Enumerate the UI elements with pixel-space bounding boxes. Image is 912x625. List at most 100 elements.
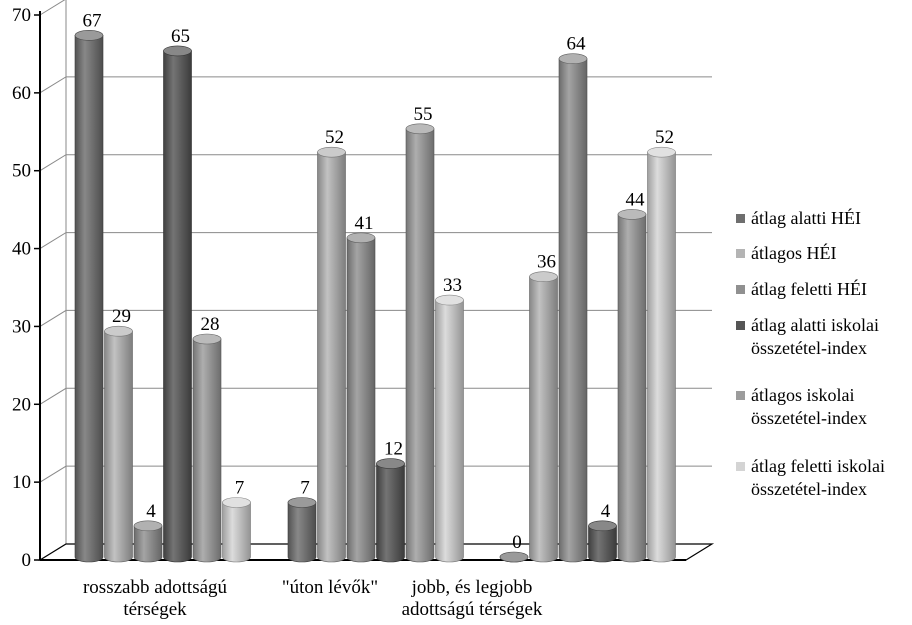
data-label: 36 (537, 252, 556, 273)
bar (435, 294, 464, 563)
y-tick-label: 50 (12, 161, 31, 182)
bar-body (192, 338, 222, 563)
gridline (39, 465, 712, 483)
category-label: "úton lévők" (282, 577, 378, 598)
bar (617, 209, 647, 563)
data-label: 33 (443, 275, 462, 296)
bar-body (133, 525, 163, 563)
bar (133, 520, 163, 563)
legend-swatch (736, 391, 745, 400)
data-label: 64 (567, 34, 587, 55)
y-tick-label: 60 (12, 83, 31, 104)
bar-body (435, 299, 464, 563)
data-label: 28 (201, 314, 220, 335)
legend-label: átlagos HÉI (751, 242, 836, 263)
bar-top (588, 520, 617, 532)
legend-item: átlag alatti HÉI (736, 207, 861, 228)
bar (74, 30, 104, 563)
bar (192, 333, 222, 563)
bar-body (376, 463, 405, 563)
gridline (39, 154, 712, 172)
bar-top (104, 325, 133, 337)
bar-body (647, 151, 676, 563)
legend-swatch (736, 214, 745, 223)
bar-top (222, 497, 251, 508)
y-tick-label: 20 (12, 394, 31, 415)
y-tick-label: 40 (12, 239, 31, 260)
data-label: 4 (146, 501, 156, 522)
data-label: 0 (512, 532, 522, 553)
gridline (39, 0, 66, 16)
bar-top (529, 271, 558, 283)
data-label: 52 (325, 127, 344, 148)
bar-body (222, 502, 251, 563)
bar (104, 325, 133, 563)
y-tick-label: 10 (12, 472, 31, 493)
legend-label: átlag alatti HÉI (751, 207, 861, 228)
legend: átlag alatti HÉI átlagos HÉI átlag feletti… (736, 207, 885, 499)
bar-top (192, 333, 222, 345)
bar-top (287, 497, 317, 508)
bar (647, 146, 676, 563)
data-label: 44 (626, 189, 646, 210)
bar-top (376, 458, 405, 469)
data-label: 7 (300, 478, 310, 499)
category-label: jobb, és legjobb adottságú térségek (402, 577, 543, 620)
category-label: rosszabb adottságú térségek (83, 577, 228, 620)
legend-item: átlag feletti HÉI (736, 278, 867, 299)
legend-item: átlag alatti iskolai összetétel-index (736, 315, 879, 358)
gridlines (39, 0, 712, 561)
x-axis-categories: rosszabb adottságú térségek "úton lévők" jo… (83, 577, 543, 620)
bar-body (317, 151, 346, 563)
data-label: 29 (112, 306, 131, 327)
legend-swatch (736, 249, 745, 258)
legend-item: átlagos iskolai összetétel-index (736, 385, 867, 428)
y-tick-label: 0 (22, 550, 32, 571)
legend-label: átlag feletti iskolai összetétel-index (751, 456, 885, 499)
bar-body (588, 525, 617, 563)
y-tick-label: 70 (12, 5, 31, 26)
bar (346, 232, 376, 563)
data-label: 7 (235, 478, 245, 499)
bar-top (405, 123, 435, 135)
gridline (39, 232, 712, 249)
bar (529, 271, 558, 563)
bars (74, 30, 676, 563)
bar-body (529, 276, 558, 563)
data-label: 4 (601, 501, 611, 522)
bar (317, 146, 346, 563)
bar (287, 497, 317, 563)
bar (222, 497, 251, 563)
bar-body (405, 128, 435, 563)
bar-body (104, 330, 133, 563)
legend-swatch (736, 285, 745, 294)
bar-top (558, 53, 588, 65)
bar (558, 53, 588, 563)
legend-label: átlag feletti HÉI (751, 278, 867, 299)
gridline (39, 387, 712, 405)
bar (163, 45, 192, 563)
gridline (39, 76, 712, 94)
y-tick-label: 30 (12, 316, 31, 337)
data-label: 12 (384, 439, 403, 460)
bar-top (647, 146, 676, 158)
bar-body (617, 214, 647, 563)
data-label: 41 (355, 213, 374, 234)
bar (499, 551, 529, 563)
data-label: 55 (414, 104, 433, 125)
bar-body (346, 237, 376, 563)
legend-label: átlagos iskolai összetétel-index (751, 385, 867, 428)
legend-item: átlagos HÉI (736, 242, 836, 263)
bar-body (163, 50, 192, 563)
legend-label: átlag alatti iskolai összetétel-index (751, 315, 879, 358)
bar-top (163, 45, 192, 57)
data-label: 52 (655, 127, 674, 148)
bar-top (133, 520, 163, 532)
bar-top (317, 146, 346, 158)
bar (588, 520, 617, 563)
data-label: 65 (171, 26, 190, 47)
bar-body (287, 502, 317, 563)
bar-body (74, 35, 104, 563)
bar-body (558, 58, 588, 563)
